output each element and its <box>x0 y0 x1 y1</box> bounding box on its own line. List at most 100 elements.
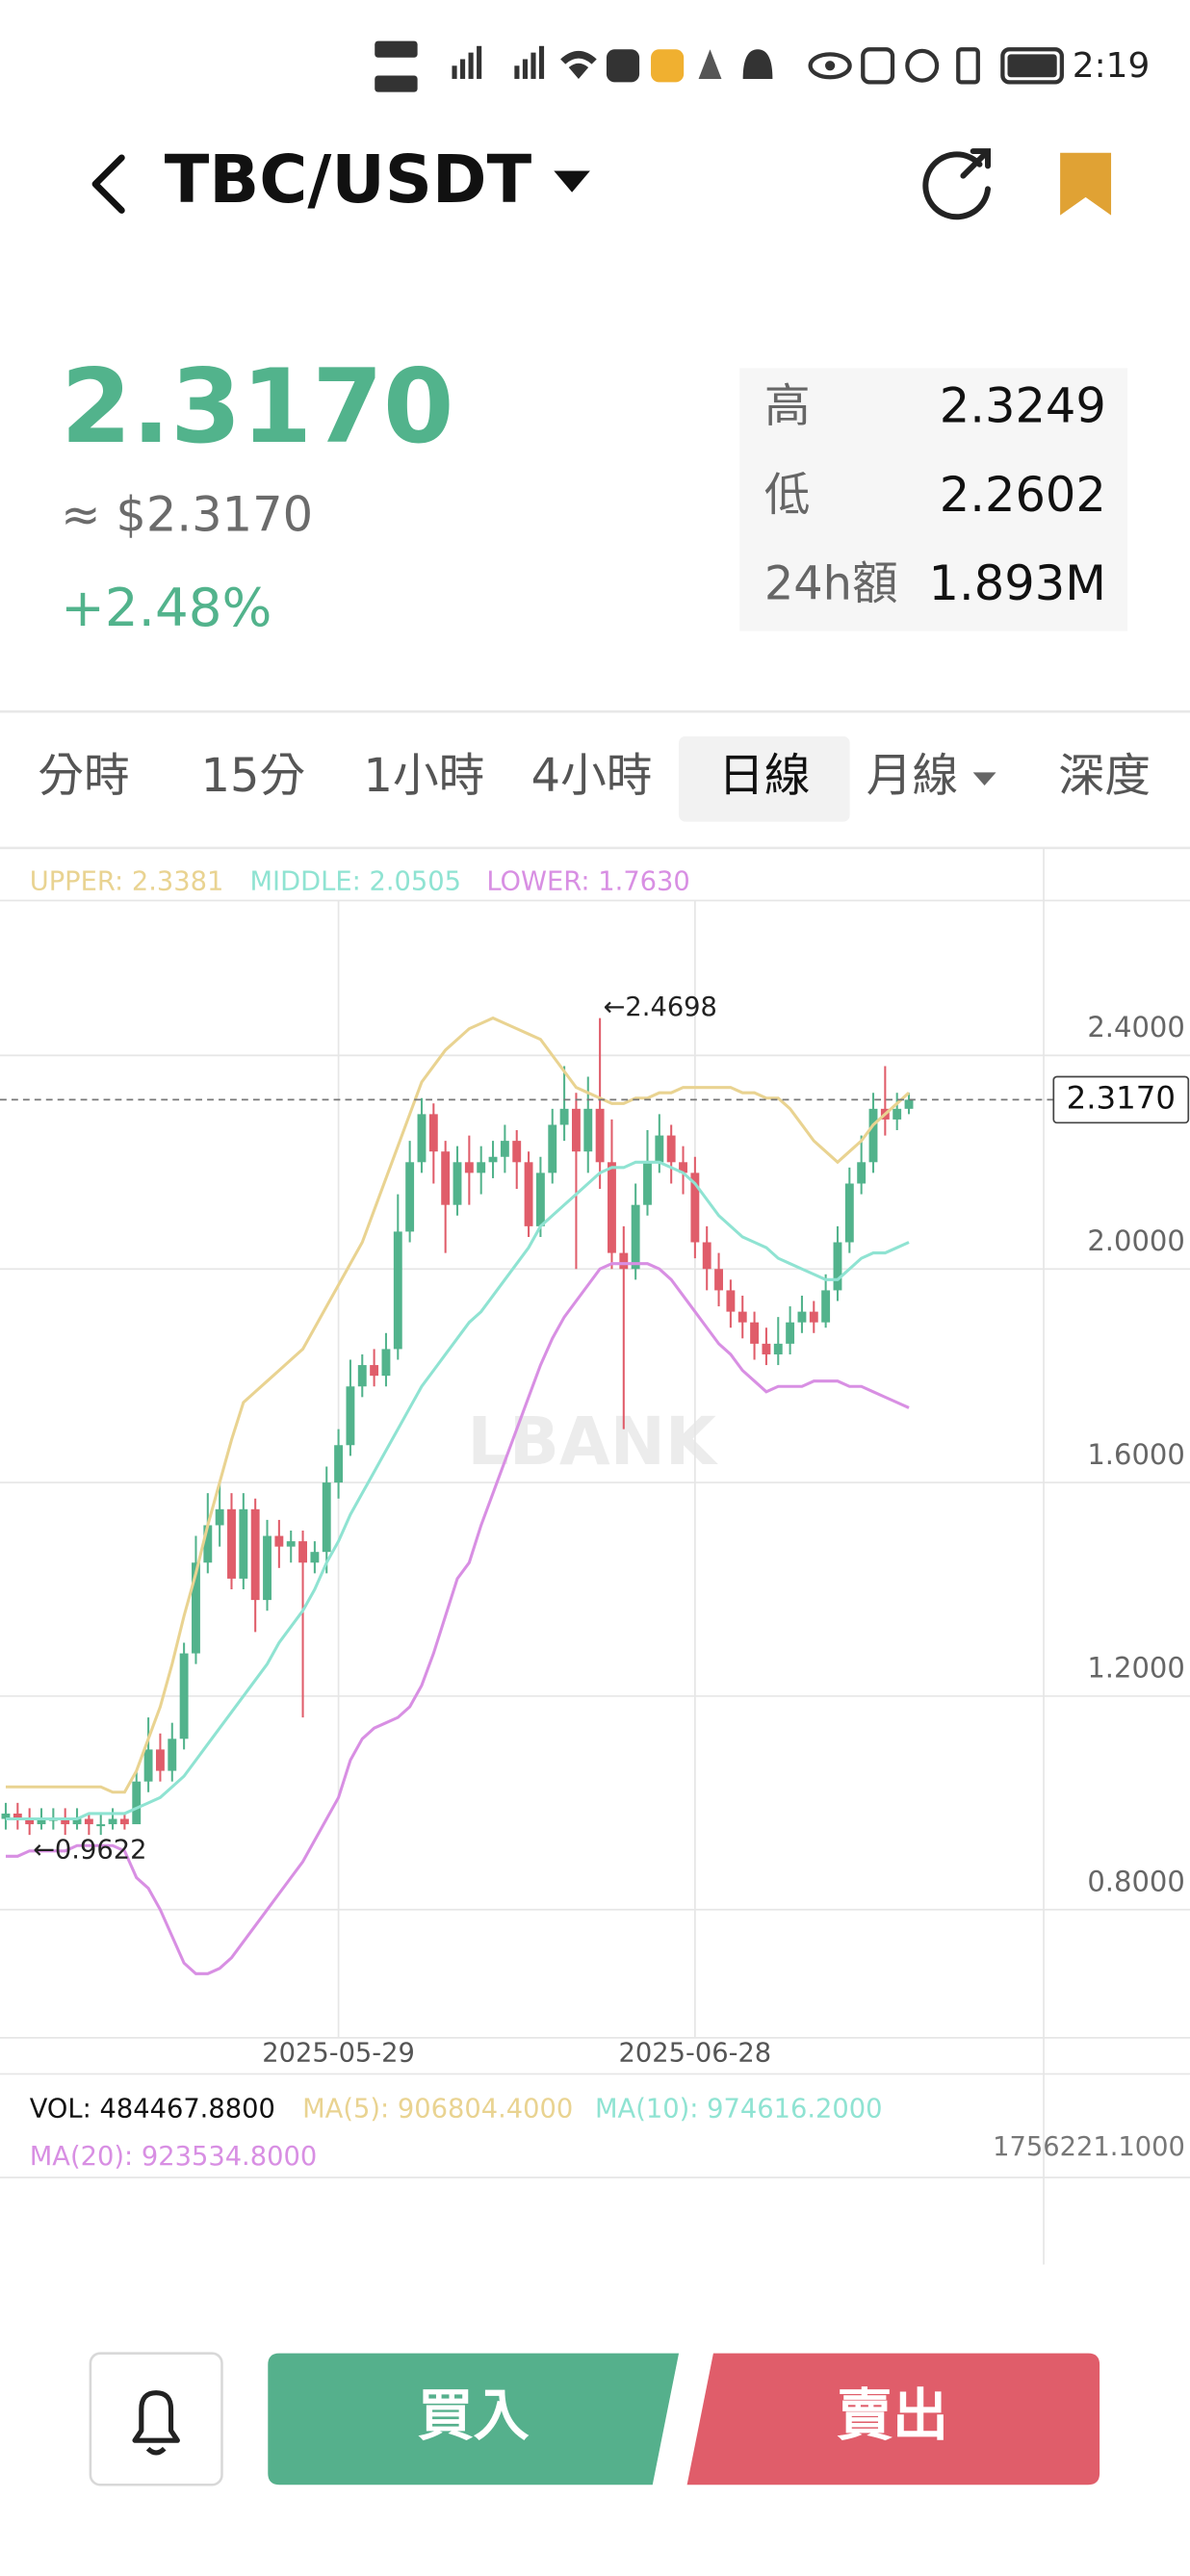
candle-body <box>500 1141 509 1157</box>
x-tick-label: 2025-06-28 <box>619 2038 772 2068</box>
candle-body <box>155 1749 165 1771</box>
candle-body <box>25 1818 35 1825</box>
interval-tab[interactable]: 月線 <box>867 750 959 803</box>
y-tick-label: 2.4000 <box>1087 1011 1185 1043</box>
candle-body <box>726 1290 736 1312</box>
back-button[interactable] <box>91 154 125 214</box>
sell-button[interactable] <box>686 2353 1100 2486</box>
candle-body <box>239 1508 248 1579</box>
status-time: 2:19 <box>1073 46 1151 86</box>
plot-area: 2.4000 2.0000 1.6000 1.2000 0.8000 2025-05-29… <box>0 866 1190 2068</box>
candle-body <box>227 1508 236 1579</box>
candle-body <box>1 1813 11 1819</box>
candle-body <box>357 1365 367 1387</box>
share-button[interactable] <box>922 148 992 220</box>
buy-button[interactable] <box>268 2353 680 2486</box>
indicator-label: MIDDLE: 2.0505 <box>249 866 460 896</box>
candle-body <box>370 1365 379 1377</box>
last-price-label: 2.3170 <box>1067 1079 1176 1116</box>
max-annotation: ←2.4698 <box>604 992 717 1022</box>
candle-body <box>108 1818 117 1825</box>
candle-body <box>809 1311 818 1323</box>
candle-body <box>666 1135 676 1163</box>
interval-tab[interactable]: 15分 <box>201 750 306 803</box>
last-price-box <box>1052 1075 1190 1124</box>
min-annotation: ←0.9622 <box>33 1836 146 1866</box>
candle-body <box>310 1552 320 1563</box>
volume-ma-label: MA(10): 974616.2000 <box>595 2095 882 2125</box>
candle-body <box>512 1141 522 1163</box>
candle-body <box>904 1099 914 1109</box>
candle-body <box>844 1183 854 1243</box>
stat-value: 2.2602 <box>940 467 1106 523</box>
stat-value: 2.3249 <box>940 378 1106 434</box>
candle-body <box>334 1445 344 1483</box>
x-tick-label: 2025-05-29 <box>262 2038 415 2068</box>
pair-title[interactable]: TBC/USDT <box>165 142 532 219</box>
candle-body <box>595 1108 605 1163</box>
candle-body <box>215 1508 224 1526</box>
interval-tab[interactable]: 深度 <box>1058 750 1151 803</box>
candles <box>1 1016 914 1975</box>
candle-body <box>857 1162 867 1184</box>
candle-body <box>263 1535 272 1601</box>
candle-body <box>762 1343 771 1354</box>
last-price: 2.3170 <box>61 348 453 466</box>
favorite-button[interactable] <box>1060 152 1112 216</box>
y-tick-label: 1.6000 <box>1087 1438 1185 1471</box>
candle-body <box>679 1162 687 1173</box>
candle-body <box>608 1162 616 1253</box>
candle-body <box>714 1269 723 1291</box>
candle-body <box>179 1653 189 1739</box>
tab-highlight <box>679 735 850 822</box>
candle-body <box>631 1204 640 1270</box>
stat-label: 低 <box>764 469 811 522</box>
candle-body <box>143 1749 153 1782</box>
buy-label[interactable]: 買入 <box>418 2383 530 2448</box>
candle-body <box>417 1114 427 1163</box>
volume-ma-label: MA(20): 923534.8000 <box>30 2142 317 2172</box>
volume-label: VOL: 484467.8800 <box>30 2095 275 2125</box>
candle-body <box>453 1162 462 1205</box>
volume-ma-label: MA(5): 906804.4000 <box>302 2095 573 2125</box>
candle-body <box>750 1322 760 1344</box>
candle-body <box>393 1231 402 1350</box>
candle-body <box>548 1124 557 1173</box>
interval-tab[interactable]: 日線 <box>718 750 811 803</box>
interval-tab[interactable]: 1小時 <box>363 750 484 803</box>
stat-value: 1.893M <box>929 555 1106 611</box>
candle-body <box>37 1818 46 1825</box>
candle-body <box>250 1508 260 1601</box>
candle-body <box>405 1162 415 1232</box>
stat-label: 高 <box>764 380 811 433</box>
indicator-label: LOWER: 1.7630 <box>486 866 689 896</box>
candle-body <box>464 1162 474 1173</box>
interval-tabs: 分時 15分 1小時 4小時 日線 月線 深度 <box>38 735 1151 822</box>
candle-body <box>298 1541 307 1563</box>
pair-dropdown[interactable] <box>554 170 590 193</box>
sell-label[interactable]: 賣出 <box>837 2383 948 2448</box>
candle-body <box>619 1252 629 1270</box>
alert-button[interactable] <box>89 2352 223 2486</box>
volume-tick-label: 1756221.1000 <box>993 2132 1185 2162</box>
candle-body <box>203 1525 213 1563</box>
candle-body <box>488 1156 498 1163</box>
interval-tab[interactable]: 分時 <box>38 750 130 803</box>
candle-body <box>892 1108 902 1120</box>
candle-body <box>168 1739 177 1771</box>
candle-body <box>571 1108 581 1152</box>
candle-body <box>96 1824 106 1827</box>
candle-body <box>428 1114 438 1152</box>
interval-tab[interactable]: 4小時 <box>531 750 653 803</box>
tab-dropdown <box>972 772 996 786</box>
candle-body <box>84 1818 93 1825</box>
candle-body <box>441 1151 451 1205</box>
candle-body <box>868 1108 878 1163</box>
y-tick-label: 2.0000 <box>1087 1224 1185 1257</box>
candle-body <box>346 1386 355 1446</box>
candle-body <box>119 1818 129 1825</box>
candle-body <box>821 1290 831 1323</box>
candle-body <box>737 1311 747 1323</box>
